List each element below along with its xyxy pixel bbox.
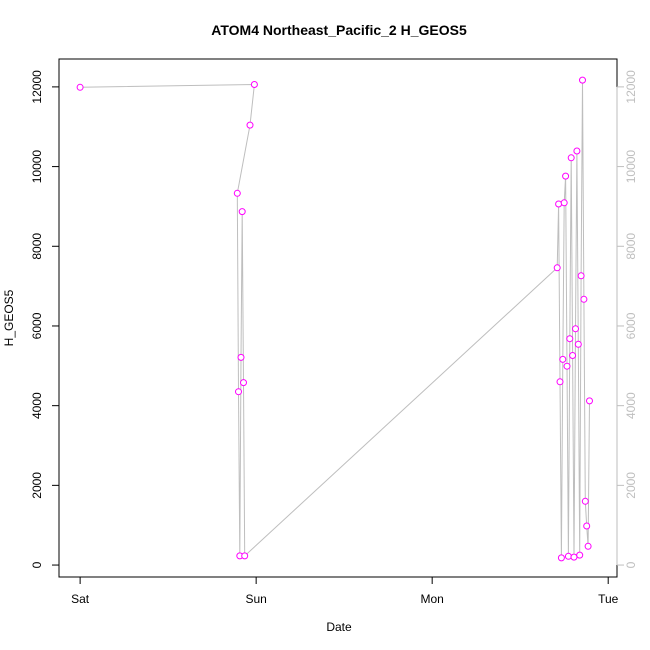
y-tick-label-left: 2000: [30, 472, 44, 499]
y-axis-left: 0 2000 4000 6000 8000 10000 12000: [30, 70, 60, 568]
data-point: [235, 388, 242, 396]
data-point: [584, 542, 592, 550]
y-tick-label-right: 6000: [624, 312, 638, 339]
data-point: [581, 497, 589, 505]
plot-area: [58, 58, 618, 578]
y-axis-right: 0 2000 4000 6000 8000 10000 12000: [616, 70, 638, 568]
data-point: [570, 553, 578, 561]
chart-title: ATOM4 Northeast_Pacific_2 H_GEOS5: [211, 22, 467, 38]
y-tick-label-right: 4000: [624, 392, 638, 419]
data-point: [573, 147, 581, 155]
y-tick-label-right: 10000: [624, 150, 638, 184]
y-tick-label-left: 6000: [30, 312, 44, 339]
data-point: [559, 355, 567, 363]
data-point: [240, 379, 247, 387]
y-tick-label-right: 12000: [624, 70, 638, 104]
x-tick-label: Mon: [421, 592, 444, 606]
data-point: [560, 199, 568, 207]
x-tick-label: Tue: [598, 592, 619, 606]
data-point: [233, 189, 241, 197]
y-tick-label-left: 4000: [30, 392, 44, 419]
data-point: [76, 83, 84, 91]
y-tick-label-left: 0: [30, 561, 44, 568]
data-point: [566, 335, 574, 343]
series-line: [80, 80, 590, 558]
data-point: [574, 340, 582, 348]
y-tick-label-right: 2000: [624, 472, 638, 499]
data-point: [577, 272, 585, 280]
y-tick-label-right: 0: [624, 561, 638, 568]
x-tick-label: Sat: [71, 592, 90, 606]
data-point: [555, 200, 563, 208]
data-point: [250, 81, 258, 88]
y-tick-label-left: 12000: [30, 70, 44, 104]
data-point: [237, 353, 245, 361]
data-point: [246, 121, 254, 129]
data-point: [556, 378, 564, 386]
data-point: [557, 554, 565, 562]
data-point: [238, 208, 246, 216]
data-point: [580, 295, 588, 303]
x-tick-label: Sun: [245, 592, 266, 606]
series-line-path: [80, 80, 590, 558]
data-point: [241, 552, 249, 560]
y-axis-label: H_GEOS5: [2, 289, 16, 346]
x-axis: Sat Sun Mon Tue: [71, 576, 619, 606]
y-tick-label-right: 8000: [624, 233, 638, 260]
data-point: [576, 551, 584, 559]
series-points: [76, 76, 593, 562]
data-point: [563, 362, 571, 370]
data-point: [567, 154, 575, 162]
x-axis-label: Date: [326, 620, 352, 634]
data-point: [572, 325, 579, 333]
data-point: [583, 522, 591, 530]
y-tick-label-left: 8000: [30, 233, 44, 260]
data-point: [562, 172, 570, 180]
data-point: [586, 397, 593, 405]
y-tick-label-left: 10000: [30, 150, 44, 184]
data-point: [579, 76, 586, 84]
data-point: [564, 552, 572, 560]
data-point: [569, 352, 577, 359]
data-point: [553, 264, 561, 272]
